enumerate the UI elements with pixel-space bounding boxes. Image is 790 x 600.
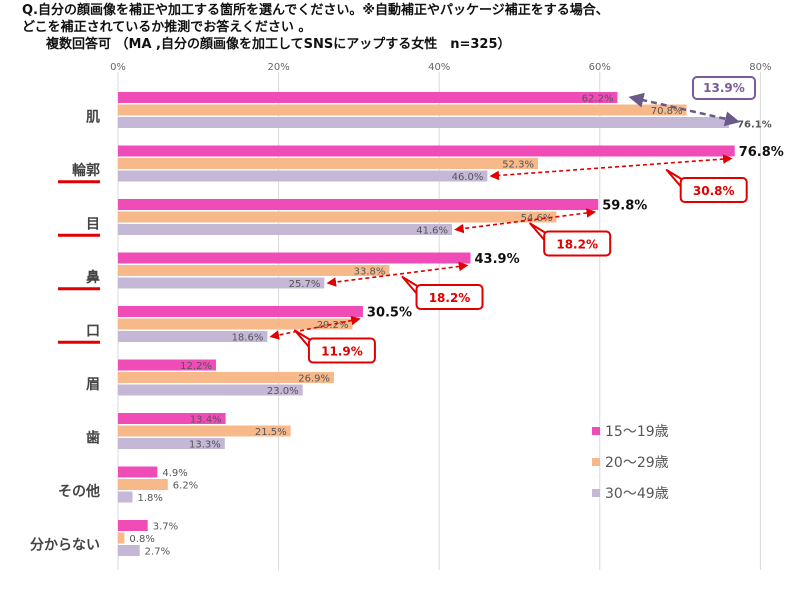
bar (118, 117, 730, 128)
diff-arrow (454, 208, 597, 234)
diff-arrow (628, 92, 741, 127)
data-label: 13.3% (189, 440, 221, 451)
title-line-1: Q.自分の顔画像を補正や加工する箇所を選んでください。※自動補正やパッケージ補正… (22, 3, 609, 18)
bar (118, 277, 325, 289)
category-label: 鼻 (86, 269, 100, 286)
title-line-3: 複数回答可 （MA ,自分の顔画像を加工してSNSにアップする女性 n=325） (46, 37, 511, 52)
bar (118, 413, 226, 424)
diff-callout-label: 18.2% (429, 291, 471, 305)
data-label: 13.4% (190, 415, 222, 426)
diff-callout-box (679, 177, 748, 203)
bar (118, 318, 353, 330)
diff-callout-label: 13.9% (703, 81, 745, 95)
data-label: 1.8% (137, 493, 162, 504)
legend-label: 30～49歳 (605, 486, 669, 502)
bar (118, 170, 488, 182)
category-label: 目 (86, 216, 100, 232)
chart-title: Q.自分の顔画像を補正や加工する箇所を選んでください。※自動補正やパッケージ補正… (22, 2, 782, 53)
diff-callout-box (543, 230, 612, 257)
data-label: 6.2% (173, 481, 198, 492)
bar (118, 425, 291, 437)
data-label: 43.9% (475, 252, 520, 267)
bar (118, 265, 390, 276)
bar (118, 491, 133, 503)
bar (118, 372, 335, 383)
bar (118, 306, 363, 317)
x-tick-label: 60% (589, 62, 611, 73)
data-label: 76.8% (739, 145, 784, 160)
data-label: 46.0% (452, 172, 484, 183)
data-label: 12.2% (180, 361, 212, 372)
legend-swatch (592, 427, 600, 435)
bar (118, 545, 140, 556)
data-label: 41.6% (416, 226, 448, 237)
x-tick-label: 20% (267, 62, 289, 73)
x-tick-label: 0% (110, 62, 126, 73)
bar (118, 331, 268, 342)
data-label: 30.5% (367, 306, 412, 321)
bar (118, 359, 216, 371)
category-label: 輪郭 (72, 162, 100, 179)
category-label: 眉 (86, 377, 100, 393)
bar (118, 211, 557, 223)
bar (118, 520, 148, 531)
bar (118, 104, 687, 116)
legend-label: 15～19歳 (605, 424, 669, 440)
x-tick-label: 40% (428, 62, 450, 73)
data-label: 21.5% (255, 427, 287, 438)
data-label: 62.2% (582, 94, 614, 105)
bar (118, 252, 471, 264)
diff-callout-label: 30.8% (693, 184, 735, 198)
legend-swatch (592, 458, 600, 466)
data-label: 59.8% (602, 199, 647, 214)
data-label: 76.1% (737, 120, 772, 131)
bar (118, 384, 303, 396)
diff-callout-box (415, 284, 484, 310)
legend-swatch (592, 489, 600, 497)
data-label: 26.9% (298, 374, 330, 385)
data-label: 25.7% (289, 279, 321, 290)
data-label: 2.7% (145, 547, 170, 558)
bar (118, 532, 125, 544)
diff-callout-label: 18.2% (556, 238, 598, 252)
data-label: 23.0% (267, 386, 299, 397)
diff-arrow (269, 315, 361, 340)
bar (118, 438, 225, 449)
diff-callout-box (307, 337, 376, 364)
bar (118, 158, 538, 169)
bar (118, 199, 599, 210)
data-label: 0.8% (129, 534, 154, 545)
bar (118, 92, 618, 103)
diff-arrow (326, 261, 469, 287)
data-label: 18.6% (232, 333, 264, 344)
category-label: 肌 (86, 109, 100, 125)
data-label: 70.8% (651, 106, 683, 117)
diff-callout-label: 11.9% (321, 345, 363, 359)
x-tick-label: 80% (749, 62, 771, 73)
data-label: 52.3% (502, 160, 534, 171)
category-label: 口 (86, 323, 100, 339)
category-label: その他 (58, 483, 100, 500)
category-label: 歯 (86, 429, 100, 446)
data-label: 3.7% (153, 522, 178, 533)
data-label: 4.9% (162, 468, 187, 479)
bar (118, 145, 735, 157)
legend-label: 20～29歳 (605, 455, 669, 471)
title-line-2: どこを補正されているか推測でお答えください 。 (22, 20, 312, 35)
bar (118, 224, 453, 235)
bar (118, 466, 158, 478)
bar (118, 479, 168, 490)
category-label: 分からない (30, 537, 100, 553)
diff-arrow (489, 154, 733, 181)
diff-callout-box (692, 76, 756, 100)
